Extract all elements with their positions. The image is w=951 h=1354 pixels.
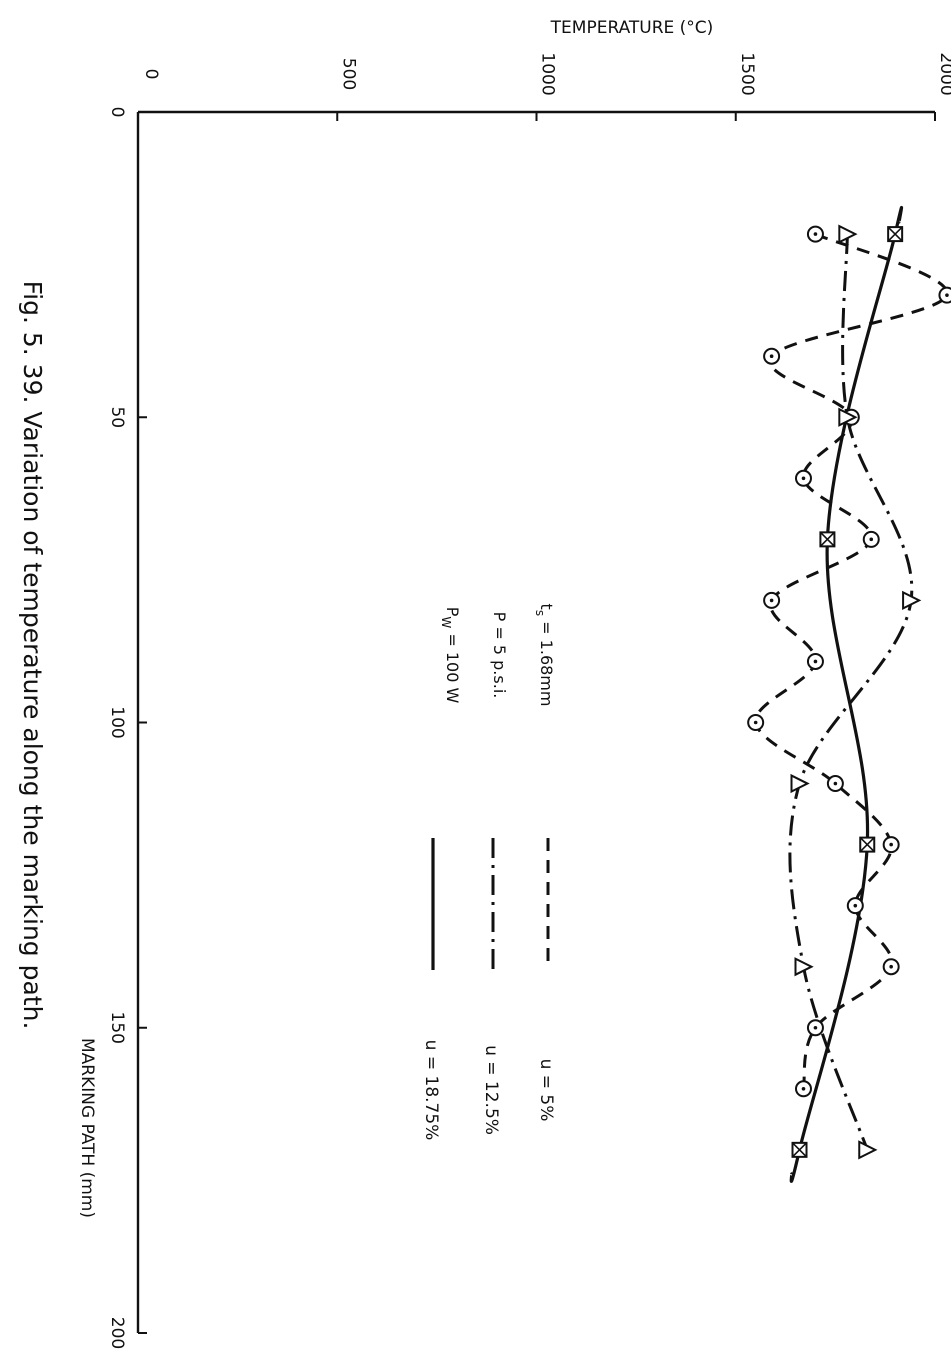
circle-marker-dot	[753, 720, 758, 725]
figure-caption: Fig. 5. 39. Variation of temperature alo…	[18, 281, 47, 1030]
circle-marker-dot	[813, 232, 818, 236]
chart-legend: u = 5% u = 12.5% u = 18.75%	[421, 838, 556, 1140]
sheet-thickness-label: ts = 1.68mm	[533, 604, 556, 707]
circle-marker-dot	[801, 476, 806, 481]
temperature-axis-title: TEMPERATURE (°C)	[550, 18, 714, 38]
series-line-u-12-5	[788, 234, 914, 1151]
triangle-marker	[838, 224, 858, 244]
axis-tick-labels: 0 500 1000 1500 2000 0 50 100 150 200	[107, 52, 951, 1349]
circle-marker-dot	[833, 781, 838, 786]
circle-marker-dot	[801, 1087, 806, 1091]
marking-path-tick-label: 50	[107, 406, 127, 428]
crossed-square-marker-cross	[791, 1142, 808, 1158]
legend-label-u-12-5: u = 12.5%	[481, 1045, 501, 1135]
temperature-tick-label: 1000	[538, 52, 558, 95]
chart-axes	[136, 110, 935, 1333]
circle-marker-dot	[889, 964, 893, 969]
temperature-tick-label: 2000	[936, 52, 951, 95]
temperature-tick-label: 500	[338, 58, 358, 90]
marking-path-tick-label: 200	[107, 1317, 127, 1349]
marking-path-axis-title: MARKING PATH (mm)	[77, 1038, 97, 1218]
series-line-u-18-75	[789, 205, 904, 1183]
temperature-tick-label: 0	[141, 69, 161, 80]
legend-label-u-5: u = 5%	[536, 1059, 556, 1122]
triangle-marker	[794, 957, 814, 977]
marking-path-tick-label: 100	[107, 706, 127, 738]
circle-marker-dot	[945, 293, 949, 297]
chart-markers	[747, 224, 951, 1160]
series-line-u-5	[754, 232, 949, 1090]
circle-marker-dot	[889, 842, 893, 847]
crossed-square-marker-cross	[887, 226, 903, 242]
laser-power-label: PW = 100 W	[439, 607, 462, 704]
chart-series	[754, 205, 949, 1183]
parameter-block: ts = 1.68mm P = 5 p.s.i. PW = 100 W	[439, 604, 556, 707]
triangle-marker	[838, 407, 858, 427]
circle-marker-dot	[813, 659, 818, 664]
triangle-marker	[902, 590, 922, 611]
temperature-tick-label: 1500	[737, 52, 757, 95]
crossed-square-marker-cross	[859, 837, 875, 853]
axis-ticks	[138, 112, 936, 1334]
triangle-marker	[858, 1140, 878, 1160]
circle-marker-dot	[853, 903, 858, 908]
crossed-square-marker-cross	[819, 531, 835, 547]
circle-marker-dot	[813, 1025, 818, 1030]
gas-pressure-label: P = 5 p.s.i.	[490, 612, 509, 699]
legend-label-u-18-75: u = 18.75%	[421, 1040, 441, 1141]
circle-marker-dot	[769, 598, 774, 603]
marking-path-tick-label: 150	[107, 1012, 127, 1044]
circle-marker-dot	[869, 537, 874, 542]
triangle-marker	[790, 773, 810, 794]
marking-path-tick-label: 0	[107, 107, 127, 118]
circle-marker-dot	[769, 354, 774, 359]
